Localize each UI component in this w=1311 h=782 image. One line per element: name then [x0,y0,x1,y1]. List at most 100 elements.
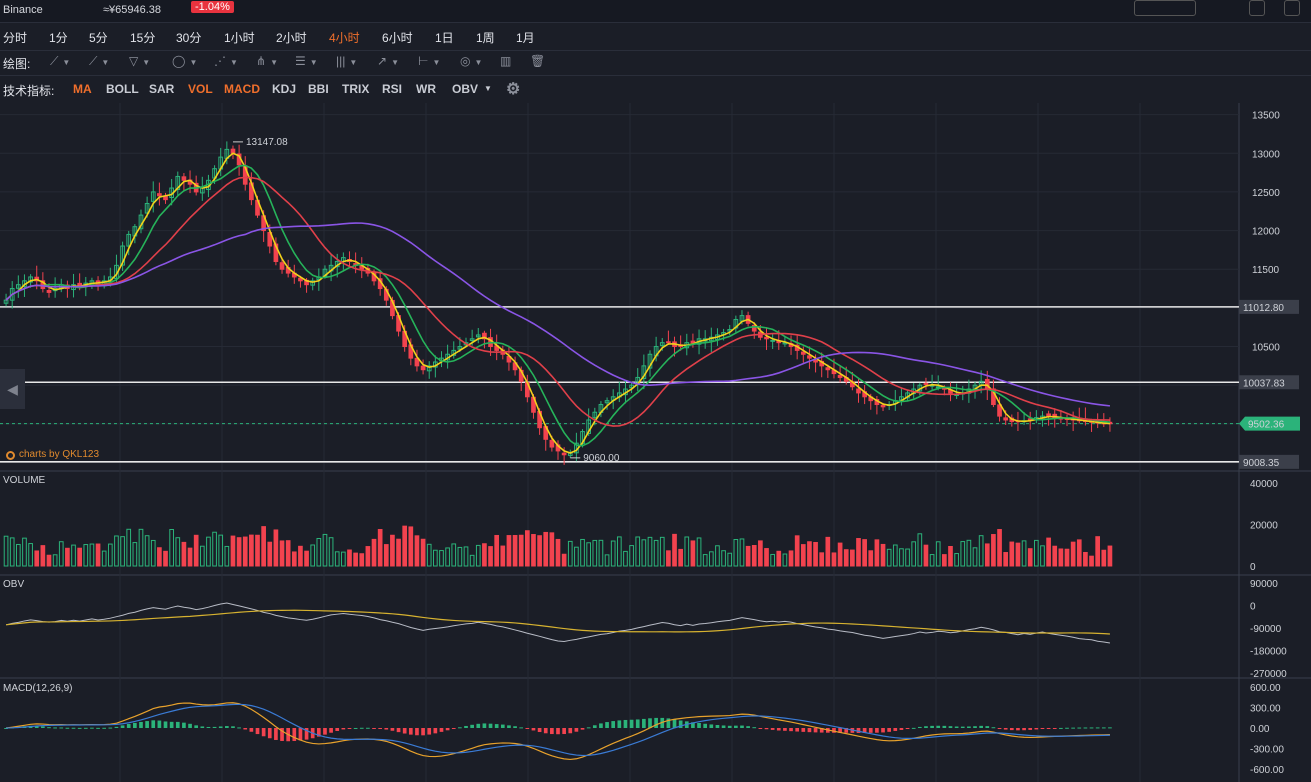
fib-tool-icon[interactable]: ☰ ▼ [295,54,318,68]
volume-bar [402,525,408,567]
price-line-tag [1239,299,1299,314]
macd-histogram-bar [580,728,585,730]
volume-bar [880,543,886,567]
volume-bar [377,529,383,567]
volume-bar [89,543,95,567]
pitchfork-tool-icon[interactable]: ⋔ ▼ [256,54,278,68]
macd-histogram-bar [304,728,309,740]
macd-histogram-bar [574,728,579,732]
macd-histogram-bar [813,728,818,733]
interval-5-button[interactable]: 1小时 [224,31,255,45]
interval-3-button[interactable]: 15分 [130,31,156,45]
price-line-label: 11012.80 [1243,303,1284,314]
measure-tool-icon[interactable]: ▥ [500,54,512,68]
line-tool-icon[interactable]: ⟋ ▼ [50,54,71,68]
macd-histogram-bar [126,723,131,728]
zigzag-tool-icon[interactable]: ⋰ ▼ [214,54,238,68]
macd-dif-line [5,702,1110,761]
interval-11-button[interactable]: 1月 [516,31,535,45]
indicator-boll-tab[interactable]: BOLL [106,82,139,96]
volume-bar [819,552,825,567]
collapse-left-icon[interactable]: ◀ [0,369,25,409]
volume-bar [856,538,861,567]
volume-bar [997,529,1002,567]
indicator-trix-tab[interactable]: TRIX [342,82,370,96]
interval-2-button[interactable]: 5分 [89,31,108,45]
candle [144,203,150,214]
trash-icon[interactable]: 🗑 [530,54,546,68]
candle [46,290,52,293]
volume-bar [1058,548,1064,567]
range-tool-icon[interactable]: ⊢ ▼ [418,54,441,68]
indicator-ma-tab[interactable]: MA [73,82,92,96]
chart-area[interactable]: 13500 13000 12500 12000 11500 10500 11012.80 10… [0,103,1311,782]
volume-bar [273,529,279,567]
macd-histogram-bar [942,725,947,728]
fullscreen-icon[interactable] [1249,0,1265,16]
volume-bar [218,534,224,567]
interval-10-button[interactable]: 1周 [476,31,495,45]
indicator-vol-tab[interactable]: VOL [188,82,213,96]
interval-9-button[interactable]: 1日 [435,31,454,45]
macd-histogram-bar [157,720,162,728]
volume-bar [653,539,659,567]
indicator-more-icon[interactable]: ▼ [484,84,492,93]
volume-bar [721,550,726,567]
macd-histogram-bar [844,728,849,733]
indicator-kdj-tab[interactable]: KDJ [272,82,297,96]
candle [807,355,812,359]
top-toggle-button[interactable] [1134,0,1196,16]
volume-bar [224,545,230,567]
indicator-sar-tab[interactable]: SAR [149,82,175,96]
gann-tool-icon[interactable]: ||| ▼ [336,54,358,68]
interval-0-button[interactable]: 分时 [3,31,28,45]
ellipse-tool-icon[interactable]: ◯ ▼ [172,54,198,68]
volume-bar [506,535,512,567]
candle [298,277,303,282]
macd-histogram-bar [703,723,708,728]
macd-histogram-bar [819,728,824,733]
indicator-macd-tab[interactable]: MACD [224,82,260,96]
arrow-tool-icon[interactable]: ↗ ▼ [377,54,399,68]
interval-6-button[interactable]: 2小时 [276,31,307,45]
interval-7-button[interactable]: 4小时 [329,31,360,45]
volume-bar [1052,545,1058,567]
interval-4-button[interactable]: 30分 [176,31,202,45]
indicator-wr-tab[interactable]: WR [416,82,436,96]
candle [647,353,653,369]
channel-tool-icon[interactable]: ▽ ▼ [129,54,151,68]
indicator-rsi-tab[interactable]: RSI [382,82,403,96]
volume-bar [770,553,775,567]
ray-tool-icon[interactable]: ⟋ ▼ [89,54,110,68]
candle [604,400,610,404]
macd-histogram-bar [1108,727,1112,729]
candle [659,342,665,347]
indicator-bbi-tab[interactable]: BBI [308,82,329,96]
volume-bar [316,538,322,567]
macd-histogram-bar [1022,728,1026,731]
volume-bar [1040,545,1045,567]
obv-tick-label: 90000 [1250,579,1278,590]
gear-icon[interactable]: ⚙ [506,81,521,98]
volume-bar [935,541,941,567]
interval-1-button[interactable]: 1分 [49,31,68,45]
macd-histogram-bar [139,721,143,728]
price-line-tag [1239,375,1299,390]
screenshot-icon[interactable] [1284,0,1300,16]
macd-tick-label: 300.00 [1250,704,1281,715]
macd-histogram-bar [783,728,787,731]
volume-bar [948,546,953,567]
volume-bar [83,544,89,567]
macd-histogram-bar [648,718,652,728]
macd-histogram-bar [1071,727,1075,729]
volume-bar [923,544,929,567]
macd-tick-label: 0.00 [1250,724,1270,735]
indicator-obv-tab[interactable]: OBV [452,82,479,96]
macd-histogram-bar [924,726,928,728]
volume-bar [285,540,291,567]
interval-8-button[interactable]: 6小时 [382,31,413,45]
macd-histogram-bar [911,727,916,729]
comment-tool-icon[interactable]: ◎ ▼ [460,54,483,68]
macd-histogram-bar [108,727,113,729]
macd-histogram-bar [697,723,701,728]
